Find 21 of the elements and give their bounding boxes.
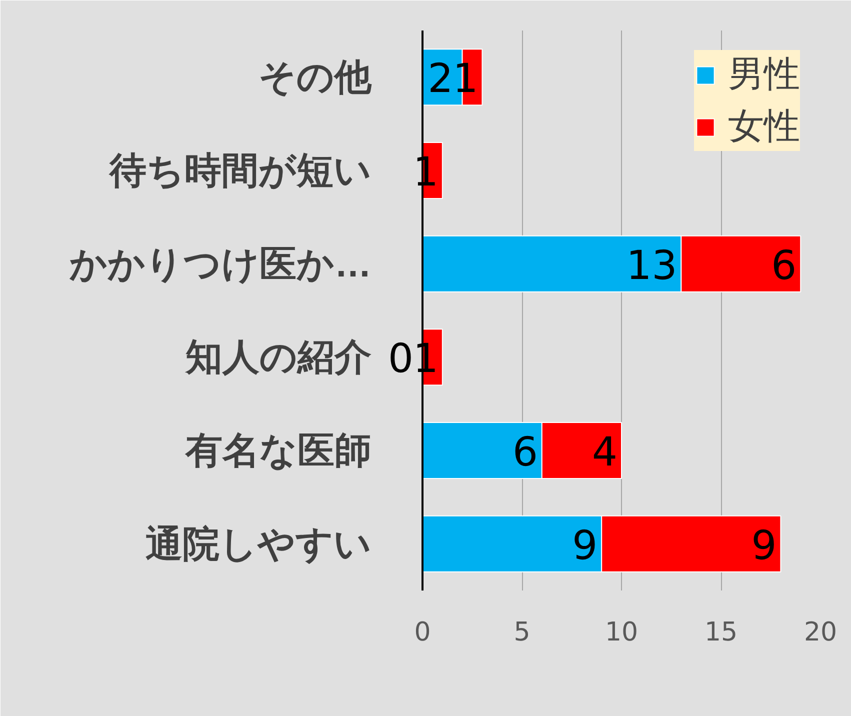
- y-tick-label: かかりつけ医か…: [68, 243, 372, 284]
- x-tick-label: 5: [514, 618, 530, 648]
- data-label: 6: [512, 430, 538, 476]
- data-label: 0: [388, 336, 414, 382]
- data-label: 4: [592, 430, 618, 476]
- legend-label: 女性: [728, 104, 800, 148]
- x-tick-label: 20: [804, 618, 838, 648]
- data-label: 9: [572, 522, 598, 569]
- legend-label: 男性: [728, 52, 800, 96]
- y-tick-label: 知人の紹介: [184, 336, 372, 378]
- y-tick-label: その他: [258, 56, 372, 98]
- y-tick-label: 通院しやすい: [146, 523, 372, 564]
- y-tick-label: 有名な医師: [184, 430, 372, 471]
- data-label: 9: [751, 522, 777, 569]
- data-label: 13: [626, 242, 678, 289]
- x-tick-label: 0: [414, 618, 431, 648]
- data-label: 2: [428, 56, 454, 102]
- x-tick-label: 15: [704, 618, 738, 648]
- y-tick-label: 待ち時間が短い: [108, 150, 372, 191]
- data-label: 6: [771, 242, 797, 289]
- x-tick-label: 10: [604, 618, 638, 648]
